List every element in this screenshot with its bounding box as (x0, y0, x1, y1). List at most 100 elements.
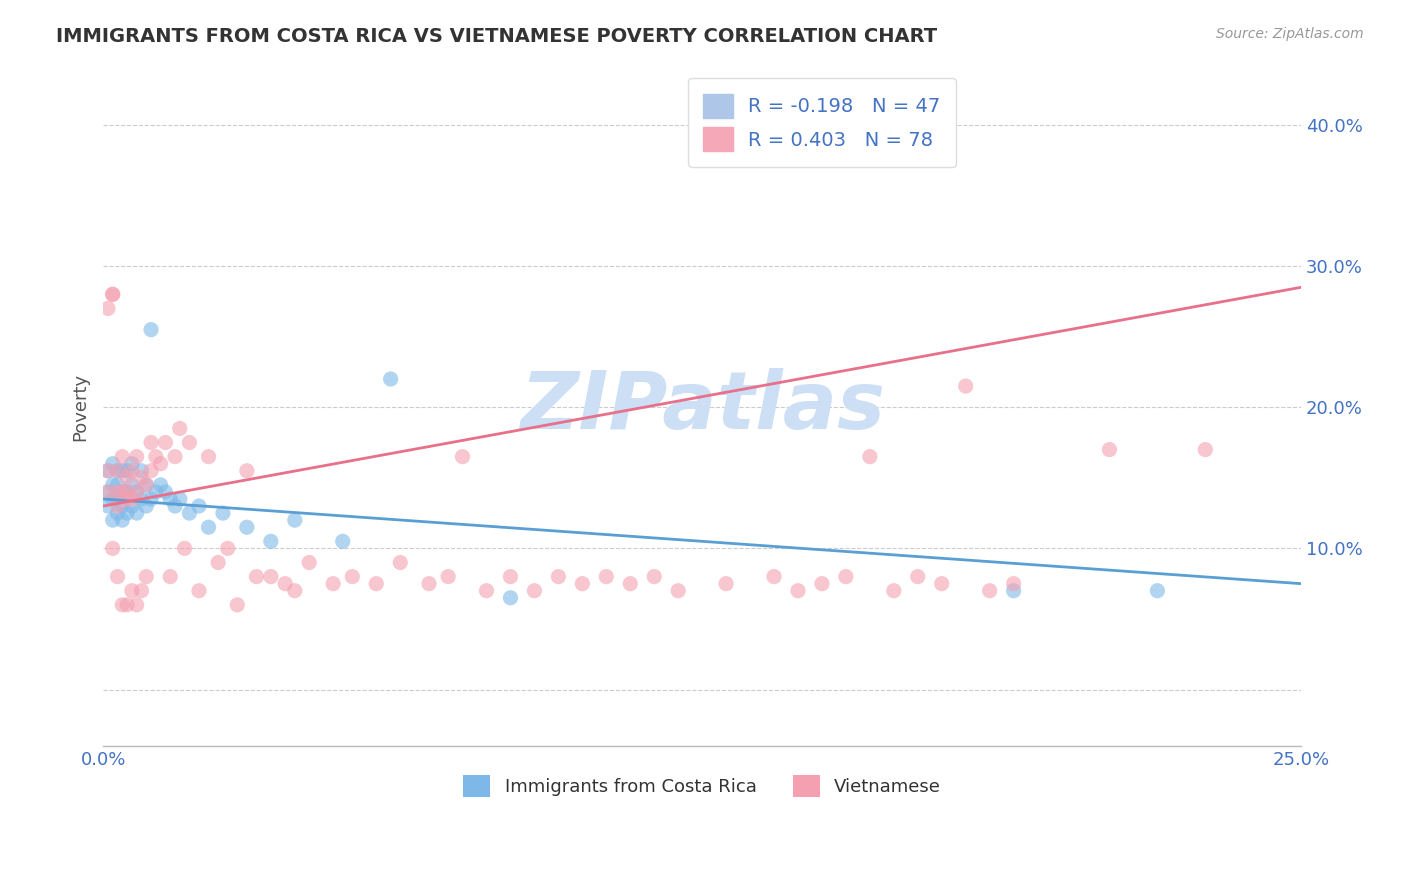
Point (125, 484, 148, 499)
Point (197, 450, 219, 464)
Point (131, 583, 153, 598)
Point (523, 583, 546, 598)
Point (342, 569, 364, 583)
Point (111, 484, 134, 499)
Point (125, 450, 148, 464)
Point (380, 372, 402, 386)
Legend: Immigrants from Costa Rica, Vietnamese: Immigrants from Costa Rica, Vietnamese (456, 768, 948, 805)
Point (107, 506, 129, 520)
Point (155, 484, 177, 499)
Point (197, 520, 219, 534)
Point (499, 591, 522, 605)
Point (418, 576, 440, 591)
Point (955, 379, 977, 393)
Point (111, 513, 134, 527)
Point (115, 471, 138, 485)
Point (121, 583, 143, 598)
Point (714, 576, 737, 591)
Point (115, 491, 138, 506)
Point (101, 491, 124, 506)
Point (236, 520, 259, 534)
Point (859, 450, 882, 464)
Point (111, 598, 134, 612)
Point (97, 464, 120, 478)
Point (835, 569, 858, 583)
Point (284, 513, 307, 527)
Point (121, 464, 143, 478)
Point (121, 457, 143, 471)
Point (159, 491, 181, 506)
Point (111, 499, 134, 513)
Point (107, 484, 129, 499)
Point (101, 541, 124, 556)
Point (179, 506, 201, 520)
Point (931, 576, 953, 591)
Point (121, 491, 143, 506)
Point (274, 576, 297, 591)
Point (366, 576, 388, 591)
Point (188, 499, 211, 513)
Point (169, 491, 191, 506)
Point (97, 301, 120, 316)
Point (107, 478, 129, 492)
Point (139, 323, 162, 337)
Point (101, 287, 124, 301)
Point (475, 583, 498, 598)
Point (1002, 583, 1025, 598)
Point (284, 583, 307, 598)
Point (245, 569, 267, 583)
Point (260, 534, 283, 549)
Point (763, 569, 786, 583)
Point (389, 556, 412, 570)
Point (125, 598, 148, 612)
Point (97, 484, 120, 499)
Point (207, 556, 229, 570)
Point (1098, 442, 1121, 457)
Point (322, 576, 344, 591)
Point (155, 435, 177, 450)
Point (666, 583, 689, 598)
Point (115, 464, 138, 478)
Point (97, 484, 120, 499)
Point (139, 435, 162, 450)
Point (149, 457, 172, 471)
Point (1194, 442, 1216, 457)
Point (111, 450, 134, 464)
Point (595, 569, 617, 583)
Point (173, 541, 195, 556)
Point (135, 569, 157, 583)
Point (115, 598, 138, 612)
Point (169, 421, 191, 435)
Point (131, 471, 153, 485)
Point (131, 464, 153, 478)
Point (1002, 576, 1025, 591)
Point (107, 491, 129, 506)
Point (212, 506, 235, 520)
Point (115, 484, 138, 499)
Point (149, 478, 172, 492)
Point (979, 583, 1001, 598)
Point (107, 464, 129, 478)
Point (451, 450, 474, 464)
Point (125, 484, 148, 499)
Point (260, 569, 283, 583)
Point (163, 499, 186, 513)
Point (135, 478, 157, 492)
Point (131, 491, 153, 506)
Point (135, 478, 157, 492)
Point (619, 576, 641, 591)
Point (125, 506, 148, 520)
Point (139, 491, 162, 506)
Point (101, 287, 124, 301)
Point (97, 499, 120, 513)
Point (217, 541, 239, 556)
Y-axis label: Poverty: Poverty (72, 373, 89, 442)
Point (111, 464, 134, 478)
Point (111, 484, 134, 499)
Point (787, 583, 810, 598)
Point (121, 499, 143, 513)
Text: Source: ZipAtlas.com: Source: ZipAtlas.com (1216, 27, 1364, 41)
Point (188, 583, 211, 598)
Text: ZIPatlas: ZIPatlas (520, 368, 884, 446)
Point (298, 556, 321, 570)
